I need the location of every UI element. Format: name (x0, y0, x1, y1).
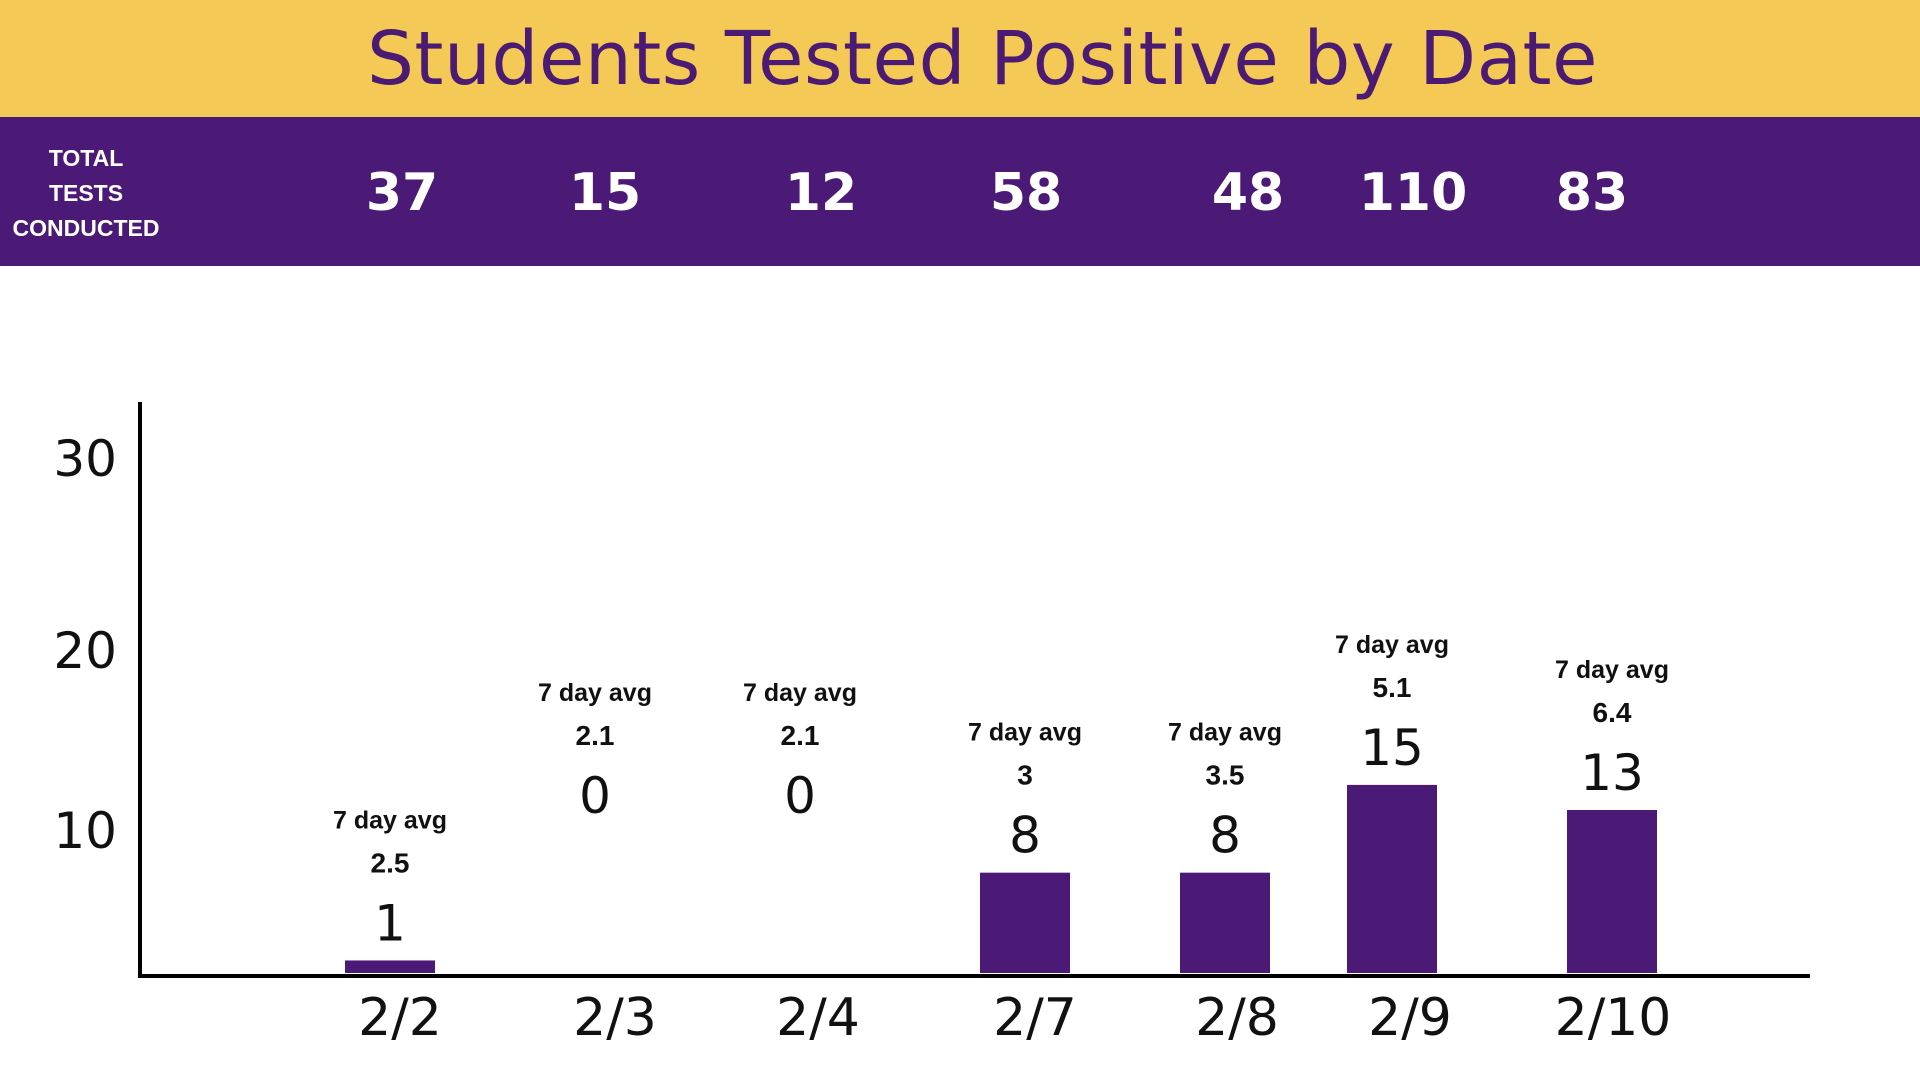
seven-day-avg-label: 7 day avg (333, 806, 447, 834)
seven-day-avg-label: 7 day avg (968, 719, 1082, 747)
x-tick-label: 2/9 (1368, 988, 1452, 1048)
seven-day-avg-value: 3.5 (1206, 760, 1245, 791)
seven-day-avg-label: 7 day avg (538, 679, 652, 707)
data-label: 0 (784, 767, 816, 825)
x-tick-label: 2/7 (993, 988, 1077, 1048)
data-label: 1 (374, 894, 406, 952)
total-tests-band: TOTAL TESTS CONDUCTED 37 15 12 58 48 110… (0, 117, 1920, 266)
x-tick-label: 2/4 (776, 988, 860, 1048)
seven-day-avg-label: 7 day avg (1555, 656, 1669, 684)
total-tests-label-line: TOTAL (48, 145, 124, 171)
x-tick-label: 2/8 (1195, 988, 1279, 1048)
data-label: 13 (1580, 744, 1644, 802)
total-tests-value: 15 (568, 163, 642, 223)
total-tests-value: 37 (365, 163, 439, 223)
seven-day-avg-label: 7 day avg (1335, 631, 1449, 659)
total-tests-value: 48 (1211, 163, 1285, 223)
bar (1567, 809, 1657, 973)
title-banner: Students Tested Positive by Date (0, 0, 1920, 117)
data-label: 8 (1009, 807, 1041, 865)
data-label: 15 (1360, 719, 1424, 777)
data-label: 0 (579, 767, 611, 825)
seven-day-avg-value: 3 (1017, 760, 1033, 791)
bar (1347, 784, 1437, 973)
total-tests-value: 58 (989, 163, 1063, 223)
total-tests-value: 110 (1358, 163, 1468, 223)
y-tick-label: 20 (53, 622, 117, 680)
bar (980, 872, 1070, 973)
x-tick-label: 2/2 (358, 988, 442, 1048)
bar (345, 960, 435, 973)
seven-day-avg-value: 6.4 (1593, 697, 1632, 728)
seven-day-avg-label: 7 day avg (1168, 719, 1282, 747)
y-tick-label: 10 (53, 802, 117, 860)
total-tests-label: TOTAL TESTS CONDUCTED (0, 141, 172, 246)
seven-day-avg-value: 2.5 (371, 847, 410, 878)
seven-day-avg-value: 2.1 (781, 720, 820, 751)
total-tests-label-line: CONDUCTED (12, 215, 160, 241)
data-label: 8 (1209, 807, 1241, 865)
x-tick-label: 2/3 (573, 988, 657, 1048)
seven-day-avg-value: 5.1 (1373, 672, 1412, 703)
total-tests-value: 83 (1555, 163, 1629, 223)
total-tests-value: 12 (784, 163, 858, 223)
chart-title: Students Tested Positive by Date (366, 15, 1599, 102)
seven-day-avg-label: 7 day avg (743, 679, 857, 707)
bar (1180, 872, 1270, 973)
total-tests-label-line: TESTS (48, 180, 124, 206)
seven-day-avg-value: 2.1 (576, 720, 615, 751)
y-tick-label: 30 (53, 430, 117, 488)
x-tick-label: 2/10 (1555, 988, 1672, 1048)
